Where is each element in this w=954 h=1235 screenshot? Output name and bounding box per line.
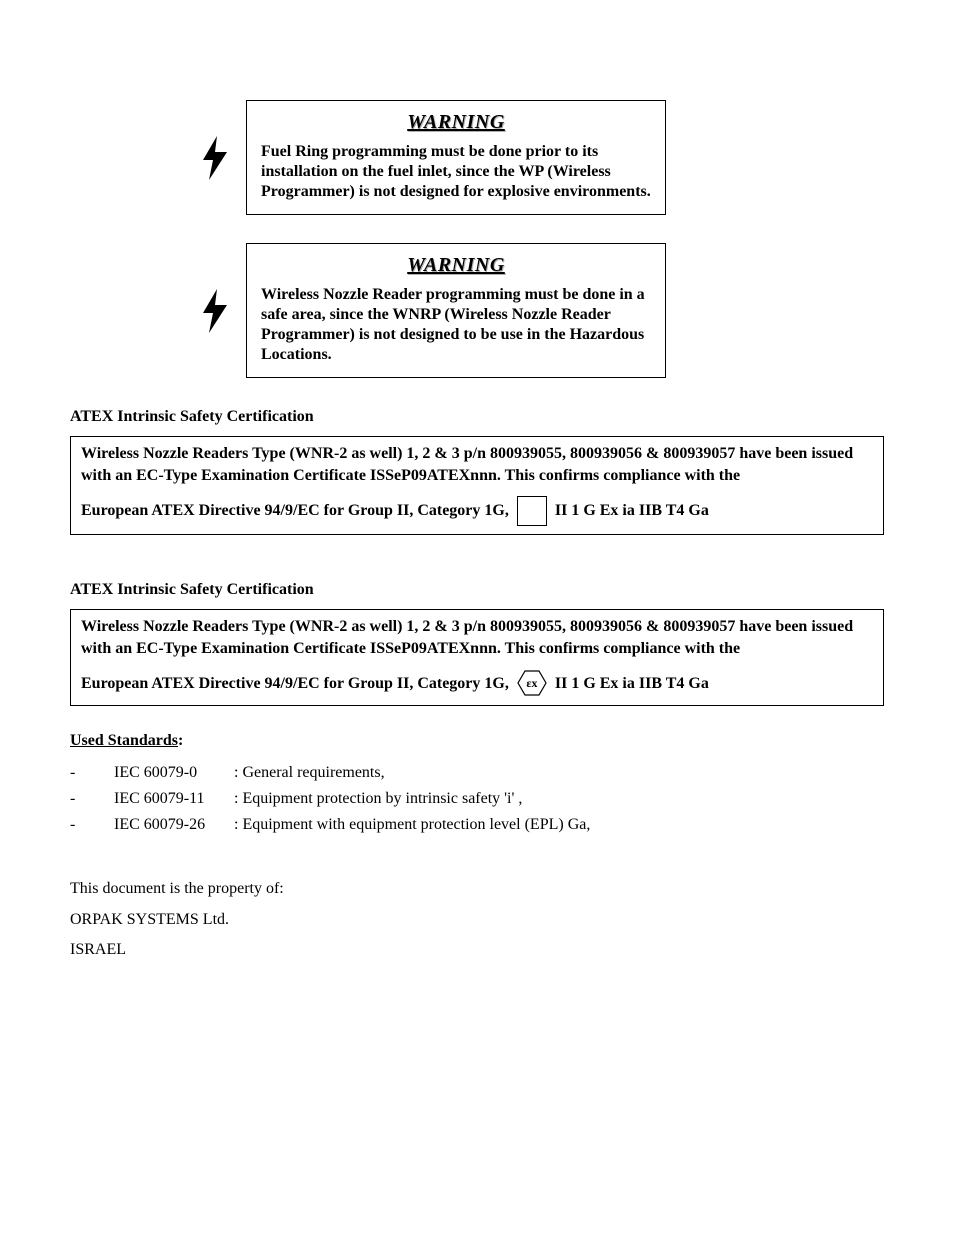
list-item: - IEC 60079-11 : Equipment protection by…: [70, 790, 884, 808]
cert-line2-post-b: II 1 G Ex ia IIB T4 Ga: [555, 673, 709, 695]
cert-line2-a: European ATEX Directive 94/9/EC for Grou…: [81, 496, 873, 526]
footer-line-1: This document is the property of:: [70, 874, 884, 904]
footer-line-2: ORPAK SYSTEMS Ltd.: [70, 905, 884, 935]
warning-box-1: WARNING Fuel Ring programming must be do…: [246, 100, 666, 215]
standard-desc: : Equipment protection by intrinsic safe…: [234, 790, 522, 808]
standard-code: IEC 60079-26: [114, 816, 234, 834]
svg-text:εx: εx: [526, 676, 537, 690]
warning-block-2: WARNING Wireless Nozzle Reader programmi…: [190, 243, 884, 378]
cert-line2-b: European ATEX Directive 94/9/EC for Grou…: [81, 669, 873, 697]
cert-line1-b: Wireless Nozzle Readers Type (WNR-2 as w…: [81, 616, 873, 659]
cert-line1-a: Wireless Nozzle Readers Type (WNR-2 as w…: [81, 443, 873, 486]
square-placeholder-icon: [517, 496, 547, 526]
used-standards-heading: Used Standards: [70, 732, 178, 749]
dash: -: [70, 790, 114, 808]
dash: -: [70, 816, 114, 834]
list-item: - IEC 60079-0 : General requirements,: [70, 764, 884, 782]
lightning-icon: [190, 287, 240, 335]
warning-body-1: Fuel Ring programming must be done prior…: [261, 142, 651, 202]
standard-desc: : General requirements,: [234, 764, 385, 782]
cert-heading-1: ATEX Intrinsic Safety Certification: [70, 408, 884, 426]
cert-box-2: Wireless Nozzle Readers Type (WNR-2 as w…: [70, 609, 884, 706]
warning-body-2: Wireless Nozzle Reader programming must …: [261, 285, 651, 365]
standard-code: IEC 60079-0: [114, 764, 234, 782]
cert-heading-2: ATEX Intrinsic Safety Certification: [70, 581, 884, 599]
standard-desc: : Equipment with equipment protection le…: [234, 816, 590, 834]
cert-box-1: Wireless Nozzle Readers Type (WNR-2 as w…: [70, 436, 884, 535]
footer-line-3: ISRAEL: [70, 935, 884, 965]
standard-code: IEC 60079-11: [114, 790, 234, 808]
warning-block-1: WARNING Fuel Ring programming must be do…: [190, 100, 884, 215]
cert-line2-pre-b: European ATEX Directive 94/9/EC for Grou…: [81, 673, 509, 695]
cert-line2-pre-a: European ATEX Directive 94/9/EC for Grou…: [81, 500, 509, 522]
cert-line2-post-a: II 1 G Ex ia IIB T4 Ga: [555, 500, 709, 522]
document-page: WARNING Fuel Ring programming must be do…: [0, 0, 954, 1235]
list-item: - IEC 60079-26 : Equipment with equipmen…: [70, 816, 884, 834]
warning-box-2: WARNING Wireless Nozzle Reader programmi…: [246, 243, 666, 378]
lightning-icon: [190, 134, 240, 182]
colon: :: [178, 732, 183, 749]
footer-block: This document is the property of: ORPAK …: [70, 874, 884, 965]
used-standards-heading-row: Used Standards:: [70, 732, 884, 750]
standards-list: - IEC 60079-0 : General requirements, - …: [70, 764, 884, 834]
warning-title-2: WARNING: [261, 254, 651, 277]
ex-hexagon-icon: εx: [517, 669, 547, 697]
warning-title-1: WARNING: [261, 111, 651, 134]
dash: -: [70, 764, 114, 782]
